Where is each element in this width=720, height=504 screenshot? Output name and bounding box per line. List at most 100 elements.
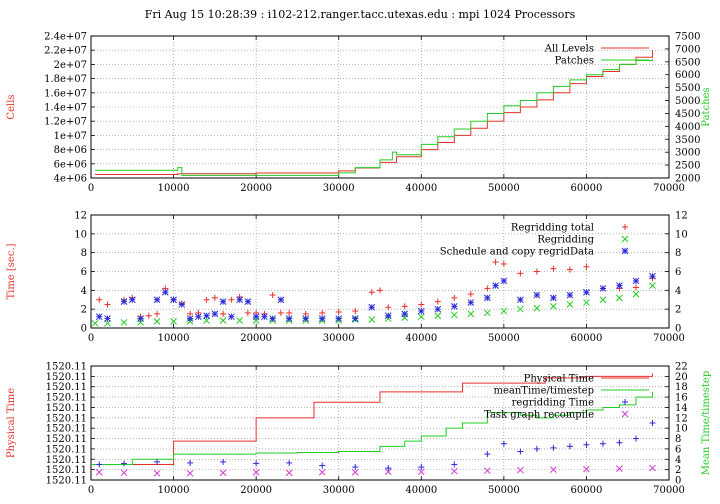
y-tick-label: 1520.11 <box>46 476 87 487</box>
y-tick-label: 1520.11 <box>46 382 87 393</box>
y-tick-label: 1520.11 <box>46 403 87 414</box>
data-point <box>194 313 202 321</box>
y2-tick-label: 2 <box>675 305 681 316</box>
data-point <box>285 315 293 322</box>
y-tick-label: 1520.11 <box>46 413 87 424</box>
data-point <box>120 298 128 305</box>
data-point <box>91 319 99 327</box>
data-point <box>153 318 161 325</box>
data-point <box>120 318 128 326</box>
data-point <box>616 465 623 472</box>
y2-tick-label: 6 <box>675 444 681 455</box>
y-tick-label: 1520.11 <box>46 424 87 435</box>
data-point <box>500 307 508 315</box>
y2-tick-label: 4 <box>675 455 681 466</box>
x-tick-label: 0 <box>88 183 94 194</box>
y-tick-label: 4e+06 <box>54 174 87 185</box>
x-tick-label: 10000 <box>158 485 190 496</box>
y-tick-label: 4 <box>81 286 87 297</box>
legend-label: Regridding total <box>511 223 594 234</box>
data-point <box>269 315 277 322</box>
legend-label: Physical Time <box>524 374 594 385</box>
data-point <box>550 302 557 310</box>
y-tick-label: 1520.11 <box>46 465 87 476</box>
page-title: Fri Aug 15 10:28:39 : i102-212.ranger.ta… <box>144 8 576 21</box>
data-point <box>244 298 252 305</box>
y2-tick-label: 3500 <box>675 135 700 146</box>
data-point <box>533 304 541 312</box>
data-point <box>219 298 227 305</box>
y2-tick-label: 6500 <box>675 57 700 68</box>
data-point <box>261 313 268 321</box>
data-point <box>219 317 227 324</box>
x-tick-label: 50000 <box>488 333 520 344</box>
x-tick-label: 60000 <box>571 183 603 194</box>
data-point <box>450 302 458 310</box>
y-tick-label: 1.4e+07 <box>44 103 87 114</box>
x-tick-label: 20000 <box>240 485 272 496</box>
x-tick-label: 30000 <box>323 333 355 344</box>
y2-tick-label: 0 <box>675 324 681 335</box>
data-point <box>483 309 491 317</box>
series-physical-time <box>91 373 653 465</box>
y2-tick-label: 7000 <box>675 44 700 55</box>
data-point <box>236 296 243 304</box>
x-tick-label: 70000 <box>653 485 685 496</box>
data-point <box>178 301 186 308</box>
data-point <box>583 299 590 306</box>
series-regridding-time <box>96 420 656 472</box>
y-axis-label: Cells <box>6 94 17 119</box>
y2-axis-label: Mean Time/timestep <box>701 371 712 475</box>
y-tick-label: 1520.11 <box>46 434 87 445</box>
y2-tick-label: 12 <box>675 211 688 222</box>
y-tick-label: 0 <box>81 324 87 335</box>
data-point <box>550 466 557 473</box>
data-point <box>483 467 491 475</box>
data-point <box>104 315 111 322</box>
y-tick-label: 1520.11 <box>46 455 87 466</box>
x-tick-label: 30000 <box>323 183 355 194</box>
data-point <box>351 468 359 476</box>
data-point <box>285 469 293 477</box>
y2-tick-label: 6 <box>675 267 681 278</box>
y-tick-label: 2.2e+07 <box>44 46 87 57</box>
y2-tick-label: 8 <box>675 248 681 259</box>
y-tick-label: 1520.11 <box>46 362 87 373</box>
y-tick-label: 1520.11 <box>46 393 87 404</box>
x-tick-label: 40000 <box>405 485 437 496</box>
data-point <box>616 282 623 289</box>
y-axis-label: Physical Time <box>6 388 17 458</box>
data-point <box>417 468 425 476</box>
y-axis-label: Time [sec.] <box>6 243 17 299</box>
data-point <box>318 315 326 322</box>
data-point <box>186 469 194 477</box>
y2-tick-label: 10 <box>675 424 688 435</box>
plot-frame <box>90 35 670 179</box>
series-regridding-total <box>96 259 656 320</box>
data-point <box>566 301 574 308</box>
data-point <box>517 296 524 304</box>
y-tick-label: 8e+06 <box>54 145 87 156</box>
series-patches <box>95 59 653 176</box>
data-point <box>153 296 161 304</box>
series-line <box>95 50 653 175</box>
x-tick-label: 40000 <box>405 183 437 194</box>
legend-label: Regridding <box>537 235 594 246</box>
y-tick-label: 1e+07 <box>54 131 87 142</box>
data-point <box>228 313 235 321</box>
data-point <box>351 315 359 322</box>
data-point <box>203 312 210 320</box>
y2-tick-label: 20 <box>675 372 688 383</box>
data-point <box>566 291 574 299</box>
data-point <box>450 467 458 475</box>
data-point <box>649 282 656 289</box>
legend-label: Task graph recompile <box>484 410 594 421</box>
y-tick-label: 1520.11 <box>46 444 87 455</box>
x-tick-label: 70000 <box>653 183 685 194</box>
series-regridding <box>91 282 656 327</box>
data-point <box>517 305 524 313</box>
y-tick-label: 2.4e+07 <box>44 32 87 43</box>
data-point <box>211 310 219 318</box>
y-tick-label: 6 <box>81 267 87 278</box>
data-point <box>236 317 243 324</box>
